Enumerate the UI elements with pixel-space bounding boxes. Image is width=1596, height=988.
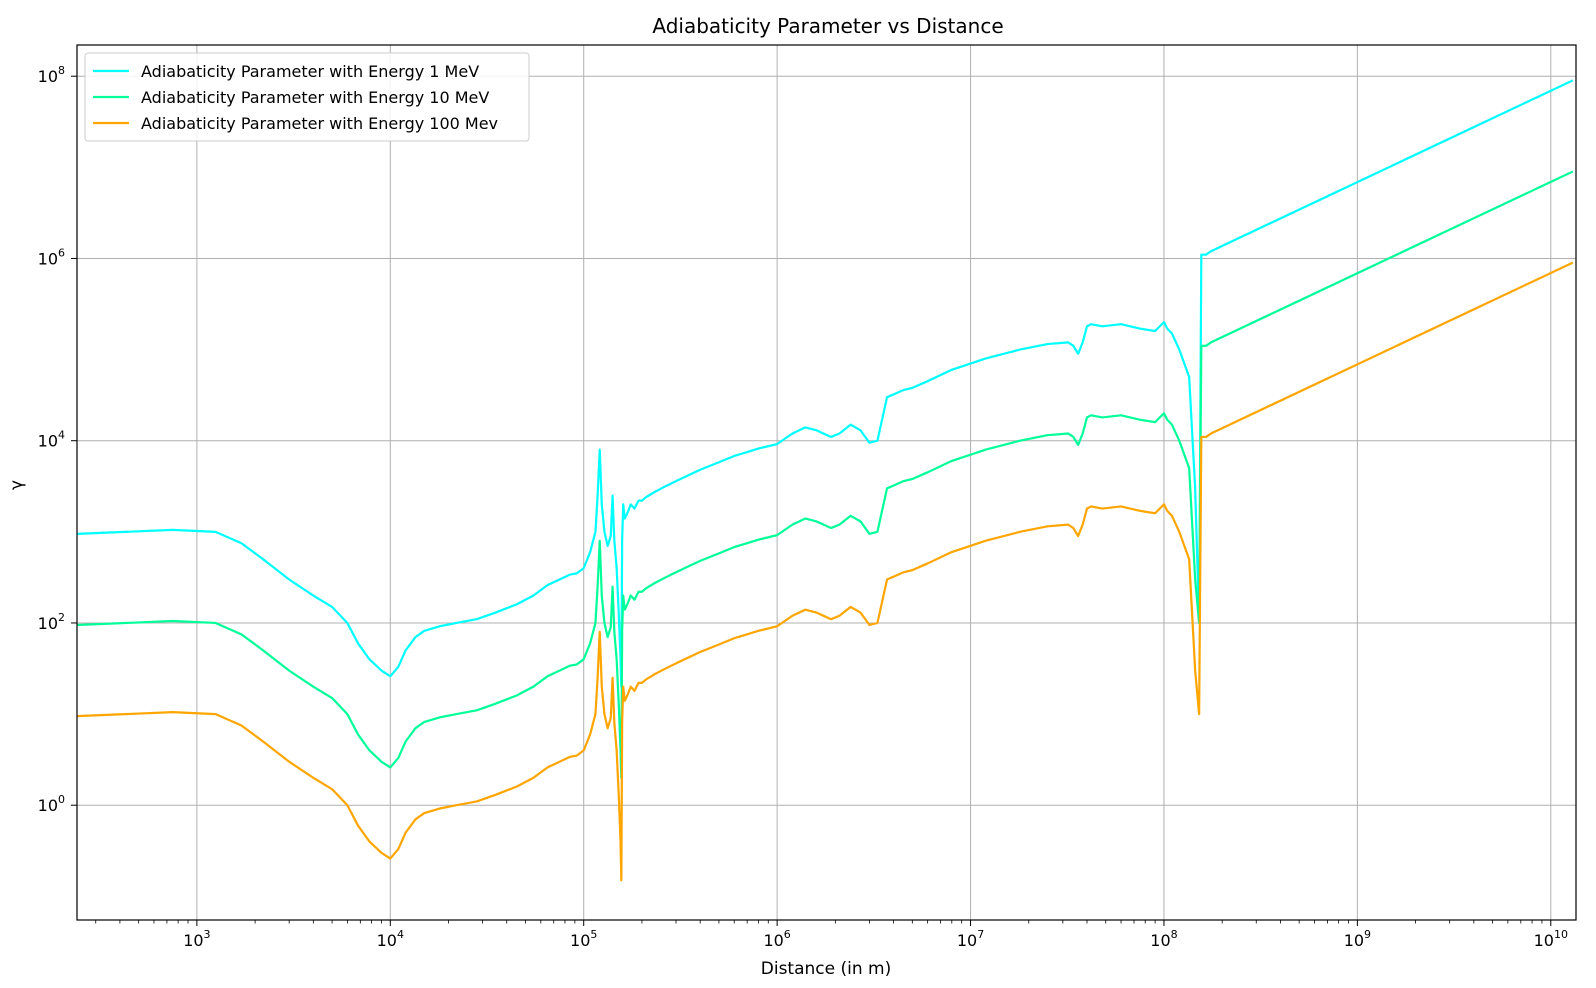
x-tick-label: 108 xyxy=(1150,928,1177,950)
y-tick-label: 102 xyxy=(38,611,65,633)
plot-frame xyxy=(76,44,1577,921)
x-tick-label: 104 xyxy=(377,928,404,950)
x-tick-label: 107 xyxy=(957,928,984,950)
y-tick-label: 100 xyxy=(38,793,65,815)
axis-ticks: 103 104 105 106 107 108 109 1010 100 102 104 106 108 xyxy=(38,64,1568,950)
x-tick-label: 1010 xyxy=(1534,928,1568,950)
chart-title: Adiabaticity Parameter vs Distance xyxy=(652,14,1003,38)
legend-entry: Adiabaticity Parameter with Energy 10 Me… xyxy=(141,88,489,107)
x-tick-label: 109 xyxy=(1344,928,1371,950)
series-line-2 xyxy=(76,170,1574,779)
y-tick-label: 106 xyxy=(38,246,65,268)
legend-entry: Adiabaticity Parameter with Energy 1 MeV xyxy=(141,62,479,81)
y-tick-label: 104 xyxy=(38,429,65,451)
y-tick-label: 108 xyxy=(38,64,65,86)
x-axis-label: Distance (in m) xyxy=(761,959,891,979)
x-tick-label: 103 xyxy=(183,928,210,950)
y-axis-label: γ xyxy=(7,480,27,490)
x-tick-label: 105 xyxy=(570,928,597,950)
series-line-1 xyxy=(76,79,1574,688)
series-line-3 xyxy=(76,261,1574,882)
legend: Adiabaticity Parameter with Energy 1 MeV… xyxy=(84,52,530,142)
series-layer xyxy=(76,79,1574,882)
legend-entry: Adiabaticity Parameter with Energy 100 M… xyxy=(141,114,498,133)
x-tick-label: 106 xyxy=(763,928,790,950)
legend-box xyxy=(84,52,530,142)
grid xyxy=(77,45,1576,920)
